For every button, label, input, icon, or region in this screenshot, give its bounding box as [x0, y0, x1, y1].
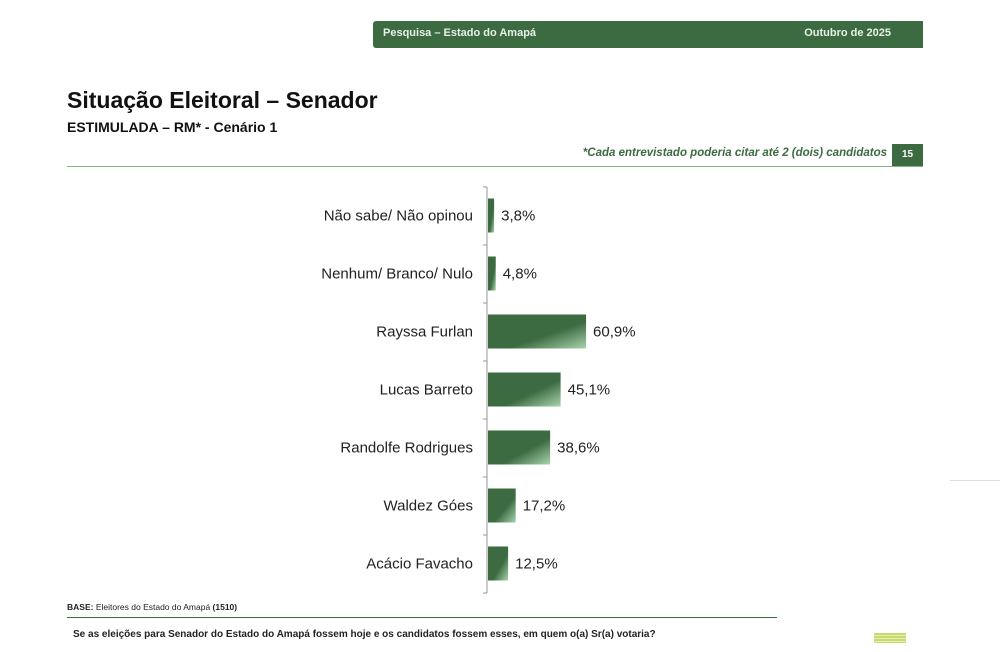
category-label: Acácio Favacho — [366, 556, 473, 573]
bar — [488, 256, 496, 291]
footnote: *Cada entrevistado poderia citar até 2 (… — [582, 147, 887, 159]
base-note: BASE: Eleitores do Estado do Amapá (1510… — [67, 602, 237, 612]
divider — [67, 617, 777, 618]
bar — [488, 314, 587, 349]
category-label: Waldez Góes — [384, 498, 473, 515]
bar — [488, 546, 509, 581]
data-label: 38,6% — [557, 440, 600, 457]
category-label: Não sabe/ Não opinou — [324, 208, 473, 225]
header-date: Outubro de 2025 — [804, 27, 891, 39]
header-bar: Pesquisa – Estado do Amapá Outubro de 20… — [373, 21, 923, 48]
page-subtitle: ESTIMULADA – RM* - Cenário 1 — [67, 119, 278, 135]
header-survey: Pesquisa – Estado do Amapá — [383, 27, 537, 39]
data-label: 3,8% — [501, 208, 535, 225]
data-label: 60,9% — [593, 324, 636, 341]
base-count: (1510) — [212, 602, 238, 612]
bar — [488, 430, 551, 465]
page-number: 15 — [892, 144, 923, 166]
data-label: 4,8% — [503, 266, 537, 283]
divider — [950, 480, 1000, 481]
divider — [67, 166, 923, 167]
bar — [488, 488, 516, 523]
base-label: BASE: — [67, 602, 94, 612]
data-label: 12,5% — [515, 556, 558, 573]
page-title: Situação Eleitoral – Senador — [67, 87, 378, 113]
base-text: Eleitores do Estado do Amapá — [93, 602, 213, 612]
bar — [488, 372, 561, 407]
data-label: 45,1% — [568, 382, 611, 399]
category-label: Nenhum/ Branco/ Nulo — [321, 266, 473, 283]
category-label: Rayssa Furlan — [376, 324, 473, 341]
data-label: 17,2% — [523, 498, 566, 515]
category-label: Lucas Barreto — [380, 382, 473, 399]
category-label: Randolfe Rodrigues — [340, 440, 473, 457]
survey-question: Se as eleições para Senador do Estado do… — [73, 629, 656, 640]
logo-icon — [874, 633, 906, 643]
bar — [488, 198, 495, 233]
